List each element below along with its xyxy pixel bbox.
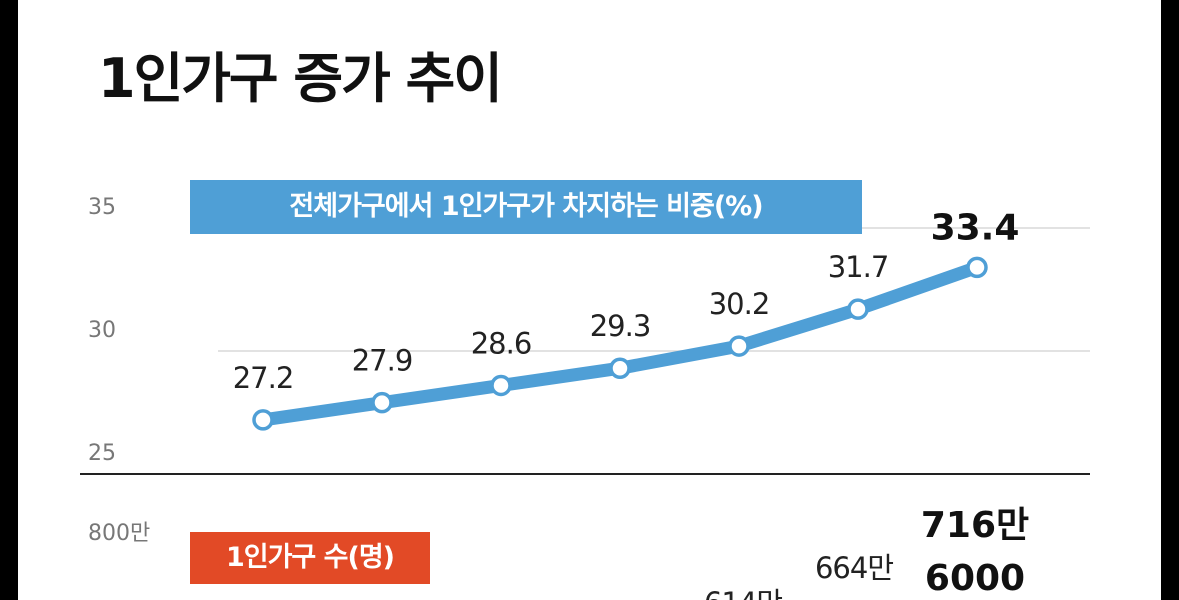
line-chart: 35 30 25 27.2 27.9 28.6 29.3 30.2 31.7 33.4 800만… xyxy=(80,195,1090,600)
count-data-label: 716만 xyxy=(921,505,1029,546)
data-point xyxy=(966,256,988,279)
share-chart-title: 전체가구에서 1인가구가 차지하는 비중(%) xyxy=(190,180,862,234)
count-chart-title: 1인가구 수(명) xyxy=(190,532,430,584)
data-point xyxy=(847,298,869,320)
count-y-tick-label: 800만 xyxy=(88,521,150,546)
data-label: 29.3 xyxy=(590,309,651,343)
count-data-label: 614만 xyxy=(704,586,782,600)
data-point xyxy=(252,409,274,431)
data-label: 27.2 xyxy=(233,361,294,395)
data-label: 33.4 xyxy=(931,207,1020,248)
y-tick-label: 35 xyxy=(88,195,116,220)
page-title: 1인가구 증가 추이 xyxy=(98,47,503,110)
count-data-label: 664만 xyxy=(815,551,893,585)
chart-panel: 1인가구 증가 추이 35 30 25 27.2 27.9 28.6 29.3 30.2 31… xyxy=(18,0,1161,600)
data-label: 27.9 xyxy=(352,344,413,378)
data-point xyxy=(371,391,393,414)
data-label: 31.7 xyxy=(828,250,889,284)
data-label: 28.6 xyxy=(471,326,532,360)
count-data-label: 6000 xyxy=(925,558,1025,599)
data-point xyxy=(728,335,750,357)
data-label: 30.2 xyxy=(709,287,770,321)
data-point xyxy=(609,357,631,379)
y-tick-label: 25 xyxy=(88,441,116,466)
data-point xyxy=(490,374,512,397)
y-tick-label: 30 xyxy=(88,318,116,343)
